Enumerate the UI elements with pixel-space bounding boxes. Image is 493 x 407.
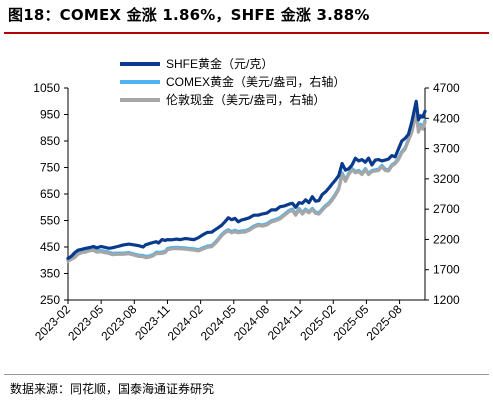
title-divider bbox=[4, 32, 489, 34]
left-axis-tick-label: 450 bbox=[40, 240, 60, 254]
x-axis-tick-label: 2024-02 bbox=[165, 302, 206, 343]
right-axis-tick-label: 3200 bbox=[433, 172, 460, 186]
left-axis-tick-label: 550 bbox=[40, 214, 60, 228]
x-axis-tick-label: 2023-08 bbox=[98, 302, 139, 343]
left-axis-tick-label: 650 bbox=[40, 187, 60, 201]
left-axis-tick-label: 1050 bbox=[33, 81, 60, 95]
series-line-2 bbox=[66, 108, 427, 263]
legend-label-1: COMEX黄金（美元/盎司，右轴） bbox=[166, 74, 345, 89]
series-line-0 bbox=[66, 99, 427, 260]
x-axis-tick-label: 2023-02 bbox=[32, 302, 73, 343]
data-source-note: 数据来源：同花顺，国泰海通证券研究 bbox=[10, 382, 215, 396]
x-axis-tick-label: 2024-05 bbox=[198, 302, 239, 343]
right-axis-tick-label: 1700 bbox=[433, 263, 460, 277]
x-axis-tick-label: 2025-08 bbox=[364, 302, 405, 343]
right-axis-tick-label: 2700 bbox=[433, 202, 460, 216]
right-axis-tick-label: 4700 bbox=[433, 81, 460, 95]
x-axis-tick-label: 2023-05 bbox=[65, 302, 106, 343]
x-axis-tick-label: 2024-08 bbox=[231, 302, 272, 343]
legend-label-2: 伦敦现金（美元/盎司，右轴） bbox=[166, 92, 325, 107]
left-axis-tick-label: 250 bbox=[40, 293, 60, 307]
left-axis-tick-label: 350 bbox=[40, 267, 60, 281]
right-axis-tick-label: 1200 bbox=[433, 293, 460, 307]
right-axis-tick-label: 4200 bbox=[433, 111, 460, 125]
series-line-1 bbox=[66, 105, 427, 262]
left-axis-tick-label: 850 bbox=[40, 134, 60, 148]
figure-title: 图18：COMEX 金涨 1.86%，SHFE 金涨 3.88% bbox=[8, 6, 370, 24]
right-axis-tick-label: 3700 bbox=[433, 142, 460, 156]
legend-label-0: SHFE黄金（元/克） bbox=[166, 56, 273, 71]
left-axis-tick-label: 750 bbox=[40, 161, 60, 175]
right-axis-tick-label: 2200 bbox=[433, 232, 460, 246]
gold-price-chart: 250 350 450 550 650 750 850 950 1050 1200 1700 2200… bbox=[32, 56, 460, 343]
x-axis-tick-label: 2025-02 bbox=[297, 302, 338, 343]
left-axis-tick-label: 950 bbox=[40, 108, 60, 122]
x-axis-tick-label: 2025-05 bbox=[330, 302, 371, 343]
source-divider bbox=[4, 374, 489, 375]
